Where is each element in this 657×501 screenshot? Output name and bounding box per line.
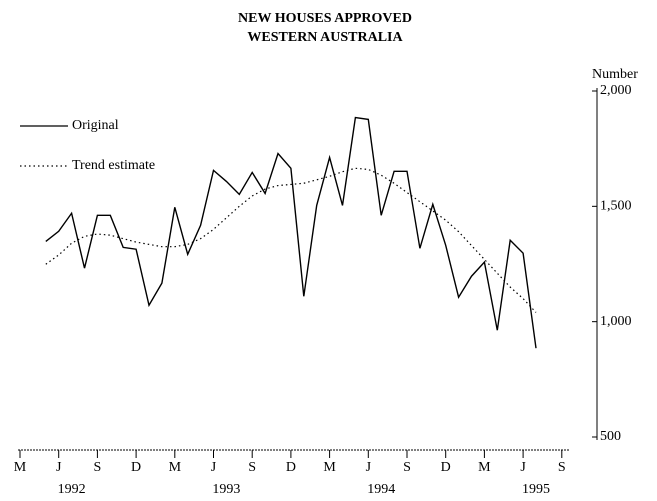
x-tick-label: D <box>131 460 141 475</box>
y-tick-label: 1,000 <box>600 314 632 329</box>
chart-subtitle: WESTERN AUSTRALIA <box>247 30 403 45</box>
chart-title: NEW HOUSES APPROVED <box>238 11 412 26</box>
legend-label: Trend estimate <box>72 158 155 173</box>
x-tick-label: J <box>56 460 62 475</box>
x-tick-label: M <box>14 460 27 475</box>
y-tick-label: 2,000 <box>600 83 632 98</box>
legend-label: Original <box>72 118 119 133</box>
x-tick-label: J <box>366 460 372 475</box>
y-tick-label: 500 <box>600 429 621 444</box>
y-tick-label: 1,500 <box>600 199 632 214</box>
y-axis-label: Number <box>592 67 638 82</box>
x-tick-label: M <box>478 460 491 475</box>
x-year-label: 1992 <box>58 482 86 497</box>
x-tick-label: S <box>403 460 411 475</box>
x-tick-label: S <box>248 460 256 475</box>
x-tick-label: S <box>558 460 566 475</box>
x-year-label: 1995 <box>522 482 550 497</box>
x-tick-label: D <box>286 460 296 475</box>
series-line <box>45 116 537 349</box>
x-tick-label: S <box>94 460 102 475</box>
x-tick-label: J <box>211 460 217 475</box>
x-year-label: 1994 <box>367 482 395 497</box>
x-year-label: 1993 <box>212 482 240 497</box>
x-tick-label: J <box>520 460 526 475</box>
x-tick-label: M <box>169 460 182 475</box>
x-tick-label: M <box>323 460 336 475</box>
series-line <box>45 167 537 313</box>
x-tick-label: D <box>441 460 451 475</box>
